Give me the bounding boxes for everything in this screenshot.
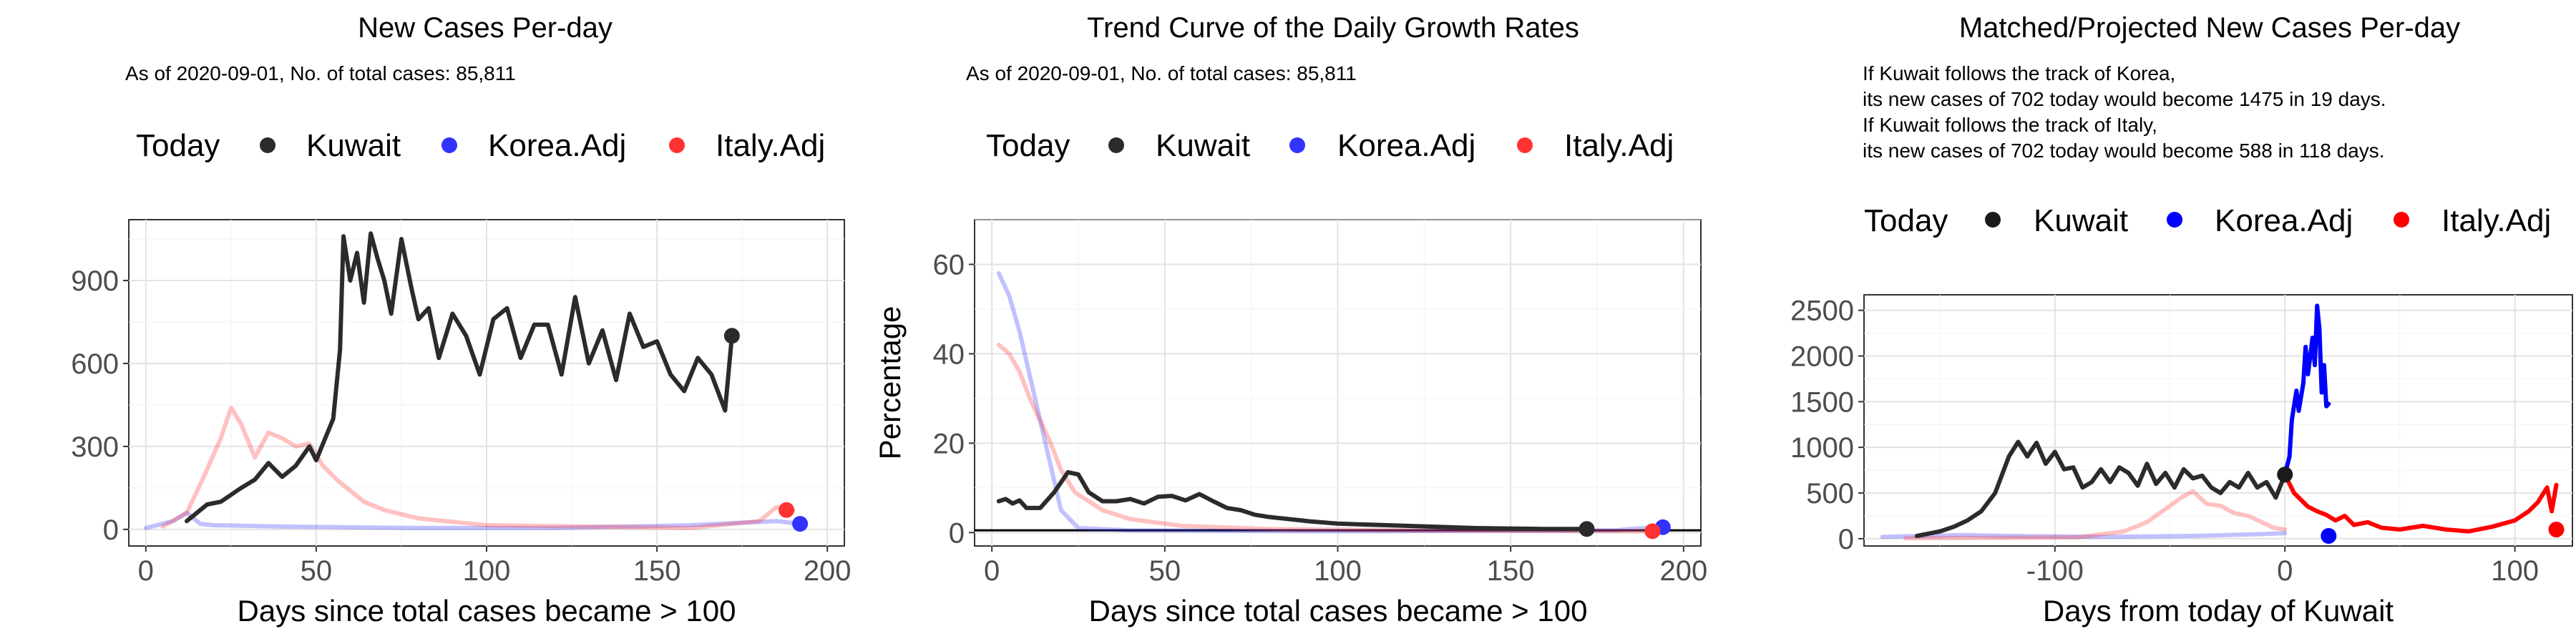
y-tick-label: 40 [933,338,965,370]
legend-label-italy: Italy.Adj [1564,128,1674,163]
panel-growth-rates: Trend Curve of the Daily Growth Rates As… [873,12,1707,628]
today-marker-korea-adj [792,516,809,532]
legend-label-kuwait: Kuwait [2034,203,2128,238]
x-tick-label: 100 [1314,555,1362,587]
chart-title: New Cases Per-day [358,12,613,44]
legend-title: Today [986,128,1070,163]
legend-key-italy [1517,137,1533,153]
legend-key-korea [1289,137,1305,153]
y-tick-label: 60 [933,249,965,280]
today-marker-italy-adj [2548,522,2565,538]
today-marker-italy-adj [1644,523,1661,540]
chart-subtitle-line: its new cases of 702 today would become … [1863,140,2385,162]
series-line-korea-adj [143,510,803,530]
series-line-kuwait [1914,439,2288,538]
x-tick-label: 100 [2491,555,2539,587]
series-markers [2277,467,2565,544]
y-tick-label: 2500 [1790,296,1854,327]
y-tick-label: 1500 [1790,386,1854,418]
legend: Today Kuwait Korea.Adj Italy.Adj [136,128,825,163]
chart-subtitle-line: its new cases of 702 today would become … [1863,88,2386,110]
x-tick-label: 0 [2277,555,2293,587]
series-line-italy-adj-history- [1903,489,2288,541]
legend-label-kuwait: Kuwait [306,128,401,163]
series-line-kuwait [996,469,1589,532]
y-tick-label: 900 [71,265,119,297]
y-tick-label: 2000 [1790,341,1854,373]
legend-label-korea: Korea.Adj [1337,128,1475,163]
legend-key-kuwait [260,137,275,153]
chart-title: Trend Curve of the Daily Growth Rates [1087,12,1579,44]
x-axis-label: Days since total cases became > 100 [238,594,736,628]
legend-label-korea: Korea.Adj [2215,203,2353,238]
today-marker-kuwait [723,328,740,344]
series-line-korea-adj [2283,303,2331,477]
y-tick-label: 500 [1806,478,1854,509]
y-tick-label: 0 [103,514,119,546]
legend-key-korea [2167,212,2182,228]
y-tick-label: 600 [71,348,119,380]
legend-label-korea: Korea.Adj [488,128,626,163]
x-tick-label: 100 [463,555,511,587]
y-tick-label: 0 [1838,524,1854,555]
series-lines [143,231,803,530]
legend-key-italy [2394,212,2409,228]
series-line-italy-adj [996,342,1652,534]
legend-label-kuwait: Kuwait [1156,128,1250,163]
series-lines [1880,303,2559,541]
today-marker-kuwait [2277,467,2293,483]
x-axis-label: Days since total cases became > 100 [1089,594,1588,628]
chart-subtitle-line: If Kuwait follows the track of Italy, [1863,114,2157,136]
chart-subtitle-line: If Kuwait follows the track of Korea, [1863,62,2175,84]
series-line-italy-adj [160,405,796,530]
x-axis-label: Days from today of Kuwait [2043,594,2394,628]
plot-area [1863,294,2573,547]
x-tick-label: 150 [633,555,681,587]
y-tick-label: 0 [949,517,965,549]
legend: Today Kuwait Korea.Adj Italy.Adj [986,128,1674,163]
x-tick-label: 200 [804,555,852,587]
legend-label-italy: Italy.Adj [716,128,825,163]
panel-new-cases: New Cases Per-day As of 2020-09-01, No. … [71,12,851,628]
today-marker-kuwait [1579,521,1595,537]
y-tick-label: 1000 [1790,432,1854,464]
series-line-italy-adj [2283,472,2559,534]
today-marker-korea-adj [2321,527,2337,544]
y-axis-label: Percentage [873,306,907,460]
series-markers [1579,519,1671,540]
x-tick-label: 150 [1487,555,1535,587]
x-tick-label: -100 [2026,555,2084,587]
x-tick-label: 200 [1659,555,1707,587]
legend-key-italy [669,137,685,153]
chart-subtitle: As of 2020-09-01, No. of total cases: 85… [966,62,1357,84]
legend-key-kuwait [1108,137,1124,153]
chart-title: Matched/Projected New Cases Per-day [1959,12,2460,44]
today-marker-italy-adj [779,502,795,518]
y-tick-label: 20 [933,428,965,459]
gridlines [1864,295,2572,546]
legend-title: Today [1864,203,1948,238]
legend-key-kuwait [1985,212,2001,228]
tick-labels: 0 50 100 150 200 0 20 40 60 [933,249,1708,587]
legend-title: Today [136,128,220,163]
tick-labels: 0 50 100 150 200 0 300 600 900 [71,265,851,587]
series-line-kuwait [185,231,734,524]
x-tick-label: 0 [984,555,1000,587]
legend-label-italy: Italy.Adj [2441,203,2551,238]
legend: Today Kuwait Korea.Adj Italy.Adj [1864,203,2551,238]
panel-projected-cases: Matched/Projected New Cases Per-day If K… [1790,12,2573,628]
gridlines [129,220,844,546]
chart-subtitle: As of 2020-09-01, No. of total cases: 85… [125,62,516,84]
series-markers [723,328,809,532]
x-tick-label: 50 [1149,555,1181,587]
series-line-korea-adj-history- [1880,531,2288,540]
x-tick-label: 0 [138,555,154,587]
y-tick-label: 300 [71,431,119,463]
legend-key-korea [441,137,457,153]
x-tick-label: 50 [301,555,333,587]
